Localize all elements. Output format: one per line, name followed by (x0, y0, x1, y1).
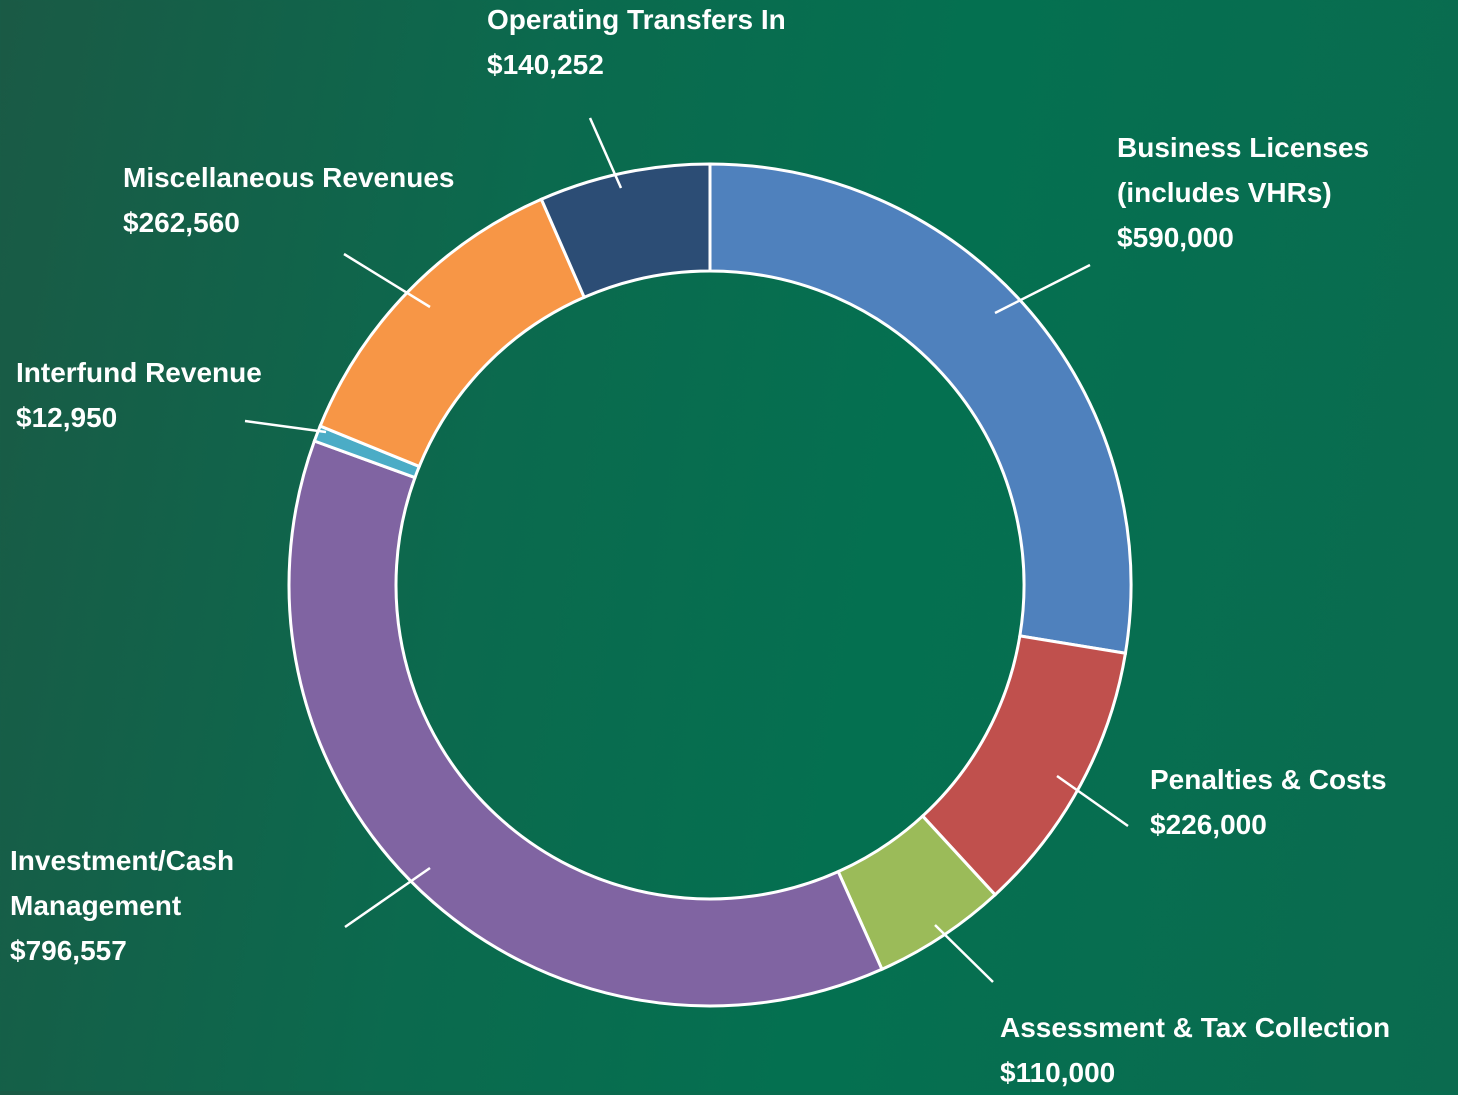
slice-label: Investment/Cash Management$796,557 (10, 838, 280, 973)
leader-line (935, 925, 993, 982)
slice-label: Business Licenses (includes VHRs)$590,00… (1117, 125, 1417, 260)
donut-slice (710, 164, 1131, 653)
donut-slice (289, 441, 882, 1006)
value-label: $140,252 (487, 42, 786, 87)
category-name: Operating Transfers In (487, 0, 786, 42)
category-name: Business Licenses (includes VHRs) (1117, 125, 1417, 215)
value-label: $590,000 (1117, 215, 1417, 260)
slice-label: Miscellaneous Revenues$262,560 (123, 155, 454, 245)
value-label: $12,950 (16, 395, 262, 440)
category-name: Interfund Revenue (16, 350, 262, 395)
value-label: $110,000 (1000, 1050, 1390, 1095)
value-label: $226,000 (1150, 802, 1387, 847)
leader-line (345, 868, 430, 927)
page: Business Licenses (includes VHRs)$590,00… (0, 0, 1458, 1091)
slice-label: Operating Transfers In$140,252 (487, 0, 786, 87)
category-name: Miscellaneous Revenues (123, 155, 454, 200)
value-label: $796,557 (10, 928, 280, 973)
slice-label: Penalties & Costs$226,000 (1150, 757, 1387, 847)
slice-label: Assessment & Tax Collection$110,000 (1000, 1005, 1390, 1095)
category-name: Investment/Cash Management (10, 838, 280, 928)
value-label: $262,560 (123, 200, 454, 245)
slice-label: Interfund Revenue$12,950 (16, 350, 262, 440)
category-name: Penalties & Costs (1150, 757, 1387, 802)
category-name: Assessment & Tax Collection (1000, 1005, 1390, 1050)
